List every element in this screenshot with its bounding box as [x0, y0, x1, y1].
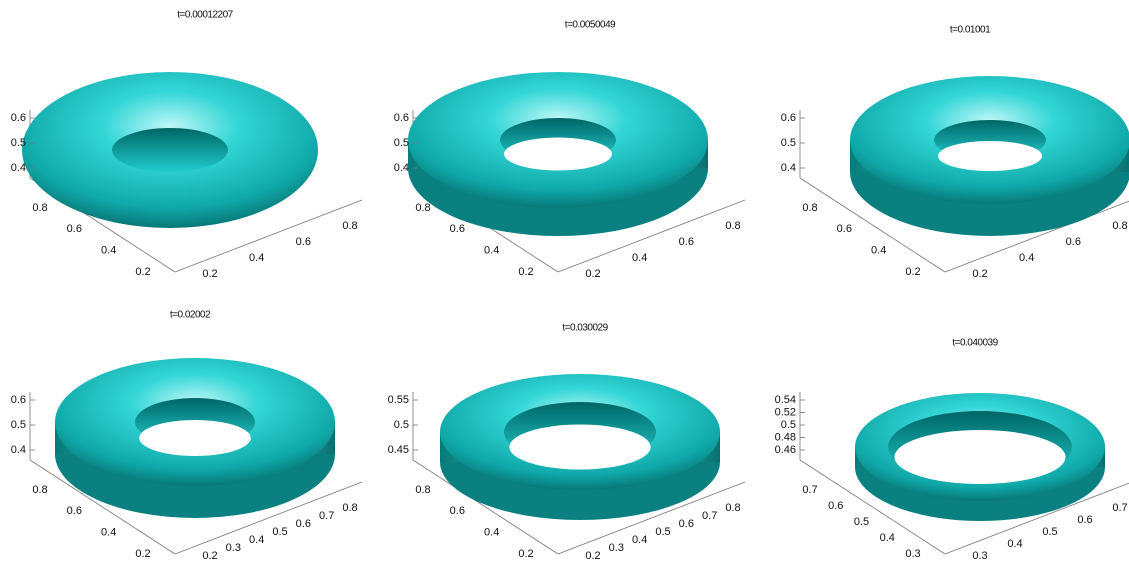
z-tick-label: 0.5 — [11, 137, 26, 149]
z-tick-label: 0.5 — [11, 419, 26, 431]
y-tick-label: 0.4 — [871, 245, 886, 257]
y-tick-label: 0.2 — [518, 266, 533, 278]
x-tick-label: 0.3 — [226, 542, 241, 554]
y-tick-label: 0.8 — [32, 202, 47, 214]
x-tick-label: 0.5 — [655, 526, 670, 538]
torus-hole — [937, 141, 1043, 171]
x-tick-label: 0.4 — [1007, 538, 1022, 550]
x-tick-label: 0.8 — [725, 502, 740, 514]
y-axis — [412, 459, 559, 555]
y-axis — [799, 177, 946, 273]
x-tick-label: 0.8 — [342, 502, 357, 514]
y-tick-label: 0.2 — [135, 548, 150, 560]
z-tick-label: 0.5 — [394, 419, 409, 431]
y-tick-label: 0.8 — [32, 484, 47, 496]
x-tick-label: 0.7 — [702, 510, 717, 522]
z-tick-label: 0.54 — [775, 394, 796, 406]
x-tick-label: 0.3 — [609, 542, 624, 554]
x-tick-label: 0.4 — [249, 534, 264, 546]
x-axis — [557, 481, 746, 555]
x-tick-label: 0.6 — [1077, 514, 1092, 526]
y-tick-label: 0.6 — [828, 500, 843, 512]
z-tick-label: 0.5 — [394, 137, 409, 149]
y-tick-label: 0.4 — [101, 527, 116, 539]
panel-title: t=0.01001 — [950, 25, 991, 36]
z-tick-label: 0.4 — [11, 162, 26, 174]
x-tick-label: 0.7 — [1112, 502, 1127, 514]
z-tick-label: 0.4 — [11, 444, 26, 456]
x-tick-label: 0.2 — [202, 550, 217, 562]
x-axis — [944, 200, 1129, 273]
x-tick-label: 0.6 — [1066, 236, 1081, 248]
panel-title: t=0.040039 — [952, 338, 998, 349]
z-tick-label: 0.6 — [11, 394, 26, 406]
torus-hole — [894, 430, 1066, 484]
x-tick-label: 0.6 — [296, 518, 311, 530]
x-axis — [557, 199, 746, 273]
panel-title: t=0.0050049 — [565, 20, 616, 31]
x-tick-label: 0.4 — [1019, 252, 1034, 264]
x-tick-label: 0.8 — [725, 220, 740, 232]
panel-title: t=0.02002 — [170, 310, 211, 321]
x-tick-label: 0.2 — [585, 550, 600, 562]
x-tick-label: 0.7 — [319, 510, 334, 522]
y-tick-label: 0.2 — [518, 548, 533, 560]
x-axis — [174, 481, 363, 555]
x-tick-label: 0.4 — [632, 534, 647, 546]
y-tick-label: 0.8 — [415, 202, 430, 214]
z-tick-label: 0.6 — [781, 112, 796, 124]
x-tick-label: 0.8 — [1112, 220, 1127, 232]
panel-title: t=0.00012207 — [177, 10, 233, 21]
y-tick-label: 0.6 — [67, 505, 82, 517]
y-tick-label: 0.4 — [880, 532, 895, 544]
y-tick-label: 0.6 — [67, 223, 82, 235]
y-axis — [29, 459, 176, 555]
x-axis — [174, 199, 363, 273]
y-tick-label: 0.6 — [450, 223, 465, 235]
y-tick-label: 0.6 — [837, 223, 852, 235]
x-tick-label: 0.8 — [342, 220, 357, 232]
y-axis — [799, 459, 946, 555]
x-tick-label: 0.3 — [972, 550, 987, 562]
y-tick-label: 0.4 — [484, 527, 499, 539]
z-tick-label: 0.6 — [394, 112, 409, 124]
x-tick-label: 0.2 — [585, 268, 600, 280]
x-tick-label: 0.5 — [272, 526, 287, 538]
torus-hole — [504, 137, 612, 171]
torus-inner-wall — [112, 128, 228, 172]
z-tick-label: 0.55 — [388, 394, 409, 406]
y-tick-label: 0.6 — [450, 505, 465, 517]
z-tick-label: 0.45 — [388, 444, 409, 456]
y-tick-label: 0.4 — [484, 245, 499, 257]
torus-hole — [509, 424, 651, 470]
panel-title: t=0.030029 — [562, 323, 608, 334]
z-tick-label: 0.46 — [775, 444, 796, 456]
y-tick-label: 0.2 — [135, 266, 150, 278]
y-tick-label: 0.5 — [854, 516, 869, 528]
z-tick-label: 0.6 — [11, 112, 26, 124]
y-tick-label: 0.8 — [415, 484, 430, 496]
y-tick-label: 0.4 — [101, 245, 116, 257]
y-tick-label: 0.3 — [905, 548, 920, 560]
x-tick-label: 0.2 — [202, 268, 217, 280]
y-tick-label: 0.7 — [802, 484, 817, 496]
z-tick-label: 0.4 — [394, 162, 409, 174]
z-tick-label: 0.52 — [775, 406, 796, 418]
x-tick-label: 0.4 — [249, 252, 264, 264]
y-tick-label: 0.2 — [905, 266, 920, 278]
x-tick-label: 0.5 — [1042, 526, 1057, 538]
x-tick-label: 0.2 — [972, 268, 987, 280]
x-tick-label: 0.4 — [632, 252, 647, 264]
z-tick-label: 0.5 — [781, 419, 796, 431]
z-tick-label: 0.48 — [775, 431, 796, 443]
x-tick-label: 0.6 — [679, 236, 694, 248]
z-tick-label: 0.5 — [781, 137, 796, 149]
y-tick-label: 0.8 — [802, 202, 817, 214]
x-tick-label: 0.6 — [679, 518, 694, 530]
x-axis — [944, 482, 1129, 555]
z-tick-label: 0.4 — [781, 162, 796, 174]
torus-hole — [139, 420, 251, 456]
x-tick-label: 0.6 — [296, 236, 311, 248]
